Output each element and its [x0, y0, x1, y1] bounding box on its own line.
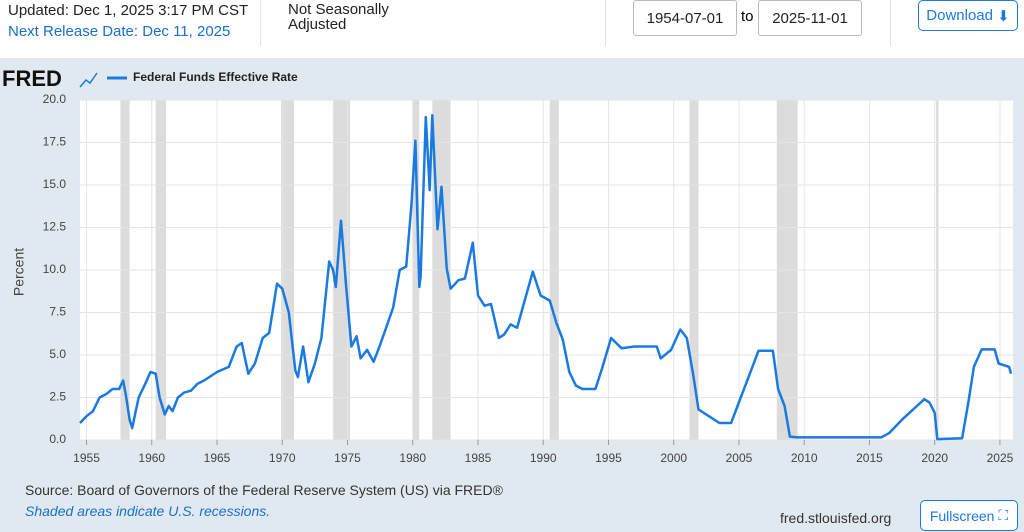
x-tick-label: 1960 [138, 451, 165, 465]
y-axis-label: Percent [11, 248, 27, 296]
y-tick-label: 17.5 [43, 135, 67, 149]
separator [605, 0, 606, 46]
y-tick-label: 10.0 [43, 262, 67, 276]
y-tick-label: 7.5 [49, 305, 66, 319]
x-tick-label: 1980 [399, 451, 426, 465]
y-tick-label: 0.0 [49, 432, 66, 446]
y-tick-label: 15.0 [43, 177, 67, 191]
start-date[interactable]: 1954-07-01 [633, 0, 737, 36]
series-line [79, 114, 1013, 441]
logo: FRED [2, 66, 62, 91]
x-tick-label: 2005 [726, 451, 753, 465]
x-tick-label: 1985 [465, 451, 492, 465]
x-tick-label: 2020 [921, 451, 948, 465]
y-tick-label: 20.0 [43, 92, 67, 106]
download-button[interactable]: Download ⬇ [918, 0, 1018, 31]
x-tick-label: 1990 [530, 451, 557, 465]
x-tick-label: 1955 [73, 451, 100, 465]
legend-label: Federal Funds Effective Rate [133, 70, 298, 84]
logo-icon [79, 72, 98, 88]
next-release[interactable]: Next Release Date: Dec 11, 2025 [8, 23, 231, 40]
y-tick-label: 12.5 [43, 220, 67, 234]
chart: FRED Percent 0.0 2.5 5.0 7.5 10.0 12.5 15.0 17.… [2, 66, 1014, 465]
to-label: to [741, 8, 754, 25]
updated: Updated: Dec 1, 2025 3:17 PM CST [8, 2, 249, 19]
x-tick-label: 2000 [660, 451, 687, 465]
x-tick-label: 2015 [856, 451, 883, 465]
fullscreen-button[interactable]: Fullscreen ⛶ [920, 500, 1018, 531]
separator [890, 0, 891, 46]
separator [260, 0, 261, 46]
adjustment: Not Seasonally Adjusted [288, 1, 389, 33]
x-tick-label: 1970 [269, 451, 296, 465]
download-text: Download [926, 7, 993, 24]
x-tick-label: 2025 [987, 451, 1014, 465]
source: Source: Board of Governors of the Federa… [25, 482, 503, 498]
x-tick-label: 1995 [595, 451, 622, 465]
y-tick-label: 2.5 [49, 390, 66, 404]
x-tick-label: 1965 [204, 451, 231, 465]
fullscreen-text: Fullscreen [929, 507, 995, 524]
x-tick-label: 2010 [791, 451, 818, 465]
end-date[interactable]: 2025-11-01 [758, 0, 862, 36]
y-tick-label: 5.0 [49, 347, 66, 361]
x-tick-label: 1975 [334, 451, 361, 465]
recession-note: Shaded areas indicate U.S. recessions. [25, 503, 271, 519]
site: fred.stlouisfed.org [780, 510, 892, 526]
